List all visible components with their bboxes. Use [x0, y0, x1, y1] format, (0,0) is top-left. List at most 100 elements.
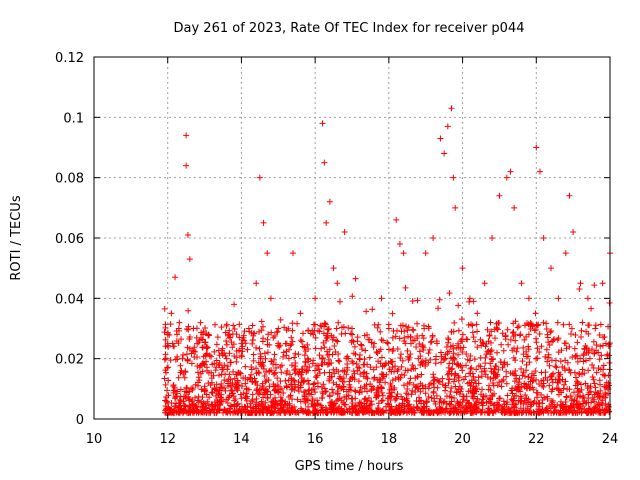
data-point	[401, 382, 408, 389]
data-point	[523, 361, 530, 368]
data-point	[430, 388, 437, 395]
data-point	[420, 344, 427, 351]
data-point	[394, 345, 401, 352]
data-point	[233, 386, 240, 393]
data-point	[249, 391, 256, 398]
data-point	[168, 409, 175, 416]
data-point	[290, 250, 297, 257]
data-point	[285, 355, 292, 362]
data-point	[509, 390, 516, 397]
data-point	[361, 403, 368, 410]
data-point	[167, 321, 174, 328]
data-point	[474, 395, 481, 402]
data-point	[323, 335, 330, 342]
data-point	[288, 341, 295, 348]
data-point	[239, 383, 246, 390]
data-point	[587, 388, 594, 395]
data-point	[378, 354, 385, 361]
data-points	[161, 105, 613, 416]
data-point	[305, 327, 312, 334]
data-point	[500, 398, 507, 405]
data-point	[277, 363, 284, 370]
data-point	[347, 387, 354, 394]
data-point	[567, 392, 574, 399]
data-point	[502, 332, 509, 339]
data-point	[439, 375, 446, 382]
data-point	[579, 366, 586, 373]
data-point	[215, 390, 222, 397]
data-point	[184, 231, 191, 238]
data-point	[429, 409, 436, 416]
data-point	[382, 379, 389, 386]
data-point	[250, 405, 257, 412]
chart-title: Day 261 of 2023, Rate Of TEC Index for r…	[174, 21, 525, 36]
data-point	[539, 406, 546, 413]
data-point	[523, 385, 530, 392]
data-point	[542, 353, 549, 360]
data-point	[597, 321, 604, 328]
data-point	[266, 368, 273, 375]
data-point	[495, 319, 502, 326]
data-point	[302, 388, 309, 395]
data-point	[297, 405, 304, 412]
data-point	[238, 352, 245, 359]
data-point	[445, 336, 452, 343]
data-point	[203, 405, 210, 412]
data-point	[233, 354, 240, 361]
data-point	[271, 394, 278, 401]
data-point	[606, 359, 613, 366]
data-point	[388, 403, 395, 410]
data-point	[480, 393, 487, 400]
data-point	[404, 403, 411, 410]
data-point	[172, 274, 179, 281]
data-point	[393, 395, 400, 402]
data-point	[515, 379, 522, 386]
data-point	[256, 345, 263, 352]
data-point	[591, 380, 598, 387]
data-point	[538, 409, 545, 416]
data-point	[286, 346, 293, 353]
data-point	[533, 400, 540, 407]
data-point	[333, 337, 340, 344]
data-point	[218, 380, 225, 387]
data-point	[405, 324, 412, 331]
data-point	[489, 379, 496, 386]
data-point	[543, 346, 550, 353]
data-point	[286, 371, 293, 378]
data-point	[580, 400, 587, 407]
data-point	[401, 402, 408, 409]
data-point	[563, 345, 570, 352]
data-point	[522, 392, 529, 399]
data-point	[295, 369, 302, 376]
data-point	[410, 327, 417, 334]
data-point	[443, 343, 450, 350]
data-point	[534, 322, 541, 329]
data-point	[375, 358, 382, 365]
data-point	[219, 345, 226, 352]
data-point	[226, 327, 233, 334]
data-point	[269, 402, 276, 409]
data-point	[394, 391, 401, 398]
data-point	[188, 398, 195, 405]
data-point	[406, 379, 413, 386]
data-point	[273, 329, 280, 336]
data-point	[354, 338, 361, 345]
data-point	[321, 159, 328, 166]
data-point	[417, 380, 424, 387]
data-point	[331, 370, 338, 377]
data-point	[503, 380, 510, 387]
data-point	[435, 305, 442, 312]
data-point	[592, 322, 599, 329]
data-point	[493, 373, 500, 380]
data-point	[380, 373, 387, 380]
data-point	[532, 335, 539, 342]
data-point	[260, 394, 267, 401]
data-point	[482, 354, 489, 361]
data-point	[211, 360, 218, 367]
data-point	[329, 403, 336, 410]
data-point	[360, 406, 367, 413]
data-point	[460, 396, 467, 403]
data-point	[552, 363, 559, 370]
data-point	[517, 398, 524, 405]
data-point	[516, 385, 523, 392]
